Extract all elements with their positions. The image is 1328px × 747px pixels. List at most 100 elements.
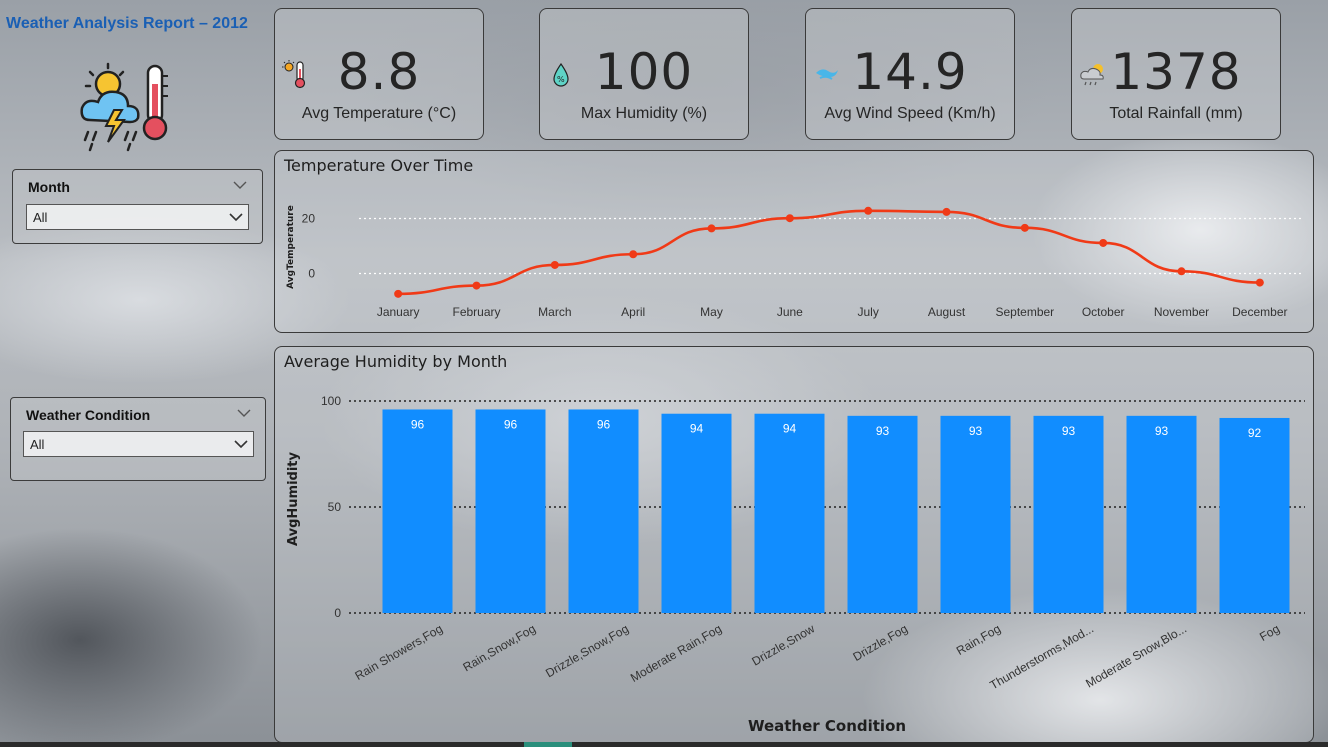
data-point: [1255, 278, 1264, 287]
data-point: [1177, 267, 1186, 276]
data-point: [394, 289, 403, 298]
svg-text:%: %: [557, 75, 565, 84]
bar: [661, 413, 732, 613]
x-tick-label: Moderate Rain,Fog: [628, 621, 724, 684]
y-tick-label: 0: [308, 267, 315, 281]
x-tick-label: December: [1232, 305, 1287, 319]
kpi-label: Avg Temperature (°C): [301, 105, 457, 122]
kpi-avg-wind-speed: 14.9 Avg Wind Speed (Km/h): [805, 8, 1015, 140]
chart-title: Average Humidity by Month: [284, 352, 508, 371]
bar: [568, 409, 639, 613]
month-slicer-title: Month: [28, 179, 70, 195]
x-tick-label: February: [452, 305, 500, 319]
x-tick-label: Drizzle,Snow,Fog: [543, 621, 631, 680]
x-tick-label: Thunderstorms,Mod...: [987, 621, 1096, 692]
kpi-avg-temperature: 8.8 Avg Temperature (°C): [274, 8, 484, 140]
x-tick-label: Fog: [1257, 621, 1282, 643]
x-axis-title: Weather Condition: [748, 717, 906, 735]
bar-data-label: 94: [783, 422, 797, 436]
report-title: Weather Analysis Report – 2012: [6, 15, 248, 32]
bar: [475, 409, 546, 613]
bar-data-label: 93: [1155, 424, 1169, 438]
kpi-total-rainfall: 1378 Total Rainfall (mm): [1071, 8, 1281, 140]
bar-data-label: 93: [969, 424, 983, 438]
humidity-bar-chart: 0 50 100 AvgHumidity Weather Condition 96 Rain…: [286, 394, 1305, 735]
bar: [754, 413, 825, 613]
bar: [1219, 417, 1290, 613]
y-tick-label: 0: [334, 606, 341, 620]
x-tick-label: Rain,Snow,Fog: [461, 621, 538, 674]
bar: [1033, 415, 1104, 613]
y-tick-label: 20: [302, 212, 316, 226]
month-slicer: Month All: [12, 169, 263, 244]
weather-condition-dropdown-value: All: [30, 437, 45, 452]
x-tick-label: March: [538, 305, 571, 319]
kpi-max-humidity: % 100 Max Humidity (%): [539, 8, 749, 140]
data-point: [785, 214, 794, 223]
y-axis-title: AvgHumidity: [286, 451, 301, 545]
bar-data-label: 93: [1062, 424, 1076, 438]
x-tick-label: January: [377, 305, 420, 319]
data-point: [864, 206, 873, 215]
bar-data-label: 96: [504, 417, 518, 431]
x-tick-label: Moderate Snow,Blo...: [1083, 621, 1189, 690]
data-point: [1099, 238, 1108, 247]
bar: [940, 415, 1011, 613]
data-point: [942, 207, 951, 216]
taskbar-active-item[interactable]: [524, 742, 572, 747]
chevron-down-icon: [234, 440, 248, 449]
month-dropdown[interactable]: All: [26, 204, 249, 230]
chevron-down-icon[interactable]: [237, 408, 251, 418]
kpi-value: 1378: [1110, 43, 1242, 101]
bar: [847, 415, 918, 613]
cloud-sun-rain-icon: [1080, 64, 1104, 86]
x-tick-label: September: [995, 305, 1054, 319]
weather-condition-dropdown[interactable]: All: [23, 431, 254, 457]
temperature-chart-panel: Temperature Over Time 0 20 AvgTemperature J…: [274, 150, 1314, 333]
kpi-value: 100: [594, 43, 694, 101]
temperature-series-line: [398, 209, 1260, 296]
data-point: [629, 250, 638, 259]
bar-data-label: 94: [690, 422, 704, 436]
x-tick-label: Drizzle,Snow: [749, 621, 817, 668]
temperature-line-chart: 0 20 AvgTemperature January February March Apr…: [286, 205, 1303, 319]
weather-condition-slicer-title: Weather Condition: [26, 407, 151, 423]
data-point: [550, 260, 559, 269]
chart-title: Temperature Over Time: [284, 156, 474, 175]
humidity-drop-icon: %: [553, 62, 569, 87]
x-tick-label: Drizzle,Fog: [850, 621, 910, 663]
y-axis-title: AvgTemperature: [286, 205, 296, 289]
weather-condition-slicer: Weather Condition All: [10, 397, 266, 481]
x-tick-label: July: [857, 305, 878, 319]
bar-data-label: 96: [597, 417, 611, 431]
kpi-value: 8.8: [337, 43, 421, 101]
data-point: [707, 224, 716, 233]
y-tick-label: 50: [328, 500, 342, 514]
x-tick-label: April: [621, 305, 645, 319]
chevron-down-icon: [229, 213, 243, 222]
kpi-label: Avg Wind Speed (Km/h): [824, 105, 996, 122]
data-point: [472, 281, 481, 290]
kpi-label: Max Humidity (%): [580, 105, 708, 122]
x-tick-label: Rain Showers,Fog: [353, 621, 445, 682]
bar: [382, 409, 453, 613]
x-tick-label: October: [1082, 305, 1125, 319]
kpi-label: Total Rainfall (mm): [1109, 105, 1243, 122]
chevron-down-icon[interactable]: [233, 180, 247, 190]
y-tick-label: 100: [321, 394, 341, 408]
x-tick-label: May: [700, 305, 723, 319]
x-tick-label: August: [928, 305, 966, 319]
month-dropdown-value: All: [33, 210, 48, 225]
x-tick-label: Rain,Fog: [954, 621, 1003, 657]
wind-icon: [816, 69, 838, 80]
bar-data-label: 92: [1248, 426, 1262, 440]
x-tick-label: June: [777, 305, 803, 319]
thermometer-sun-icon: [282, 60, 306, 89]
bar: [1126, 415, 1197, 613]
data-point: [1020, 223, 1029, 232]
bar-data-label: 96: [411, 417, 425, 431]
taskbar: [0, 742, 1328, 747]
weather-logo-icon: [80, 62, 168, 152]
humidity-chart-panel: Average Humidity by Month 0 50 100 AvgHumid…: [274, 346, 1314, 743]
bar-data-label: 93: [876, 424, 890, 438]
